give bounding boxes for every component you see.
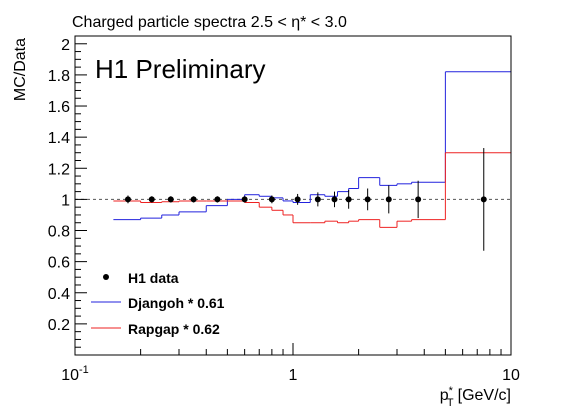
legend-marker-h1 — [103, 274, 109, 280]
legend: H1 data Djangoh * 0.61 Rapgap * 0.62 — [91, 270, 225, 337]
legend-label-rapgap: Rapgap * 0.62 — [128, 321, 220, 337]
data-point — [345, 196, 352, 203]
x-axis-label-p: p — [440, 387, 449, 404]
axis-layer: 0.2 0.4 0.6 0.8 1 1.2 1.4 1.6 1.8 2 10-1 1 10 — [48, 37, 520, 384]
data-point — [268, 196, 275, 203]
x-tick-label: 1 — [289, 367, 298, 384]
data-point — [364, 196, 371, 203]
data-point — [314, 196, 321, 203]
y-tick-label: 1 — [61, 192, 70, 209]
data-point — [124, 196, 131, 203]
data-point — [385, 196, 392, 203]
y-tick-label: 1.4 — [48, 130, 70, 147]
data-point — [214, 196, 221, 203]
legend-label-djangoh: Djangoh * 0.61 — [128, 295, 225, 311]
y-tick-label: 1.2 — [48, 161, 70, 178]
data-layer — [75, 71, 511, 251]
data-point — [331, 196, 338, 203]
y-tick-label: 0.6 — [48, 255, 70, 272]
x-axis-label-t: T — [447, 397, 454, 407]
data-point — [241, 196, 248, 203]
data-point — [294, 196, 301, 203]
x-tick-label: 10 — [502, 367, 520, 384]
data-point — [415, 196, 422, 203]
data-point — [190, 196, 197, 203]
y-tick-label: 1.8 — [48, 68, 70, 85]
data-point — [480, 196, 487, 203]
data-point — [148, 196, 155, 203]
y-tick-label: 2 — [61, 37, 70, 54]
chart-title: Charged particle spectra 2.5 < η* < 3.0 — [72, 14, 347, 31]
data-point — [167, 196, 174, 203]
h1-preliminary-label: H1 Preliminary — [95, 54, 266, 84]
y-axis-label: MC/Data — [12, 38, 29, 101]
y-tick-label: 1.6 — [48, 99, 70, 116]
x-axis-label-star: * — [449, 385, 454, 397]
y-tick-label: 0.2 — [48, 317, 70, 334]
x-tick-label: 10-1 — [61, 364, 89, 384]
y-tick-label: 0.8 — [48, 224, 70, 241]
legend-label-h1: H1 data — [128, 270, 179, 286]
y-tick-label: 0.4 — [48, 286, 70, 303]
x-axis-label: p* T [GeV/c] — [440, 385, 511, 407]
x-axis-label-unit: [GeV/c] — [458, 387, 511, 404]
